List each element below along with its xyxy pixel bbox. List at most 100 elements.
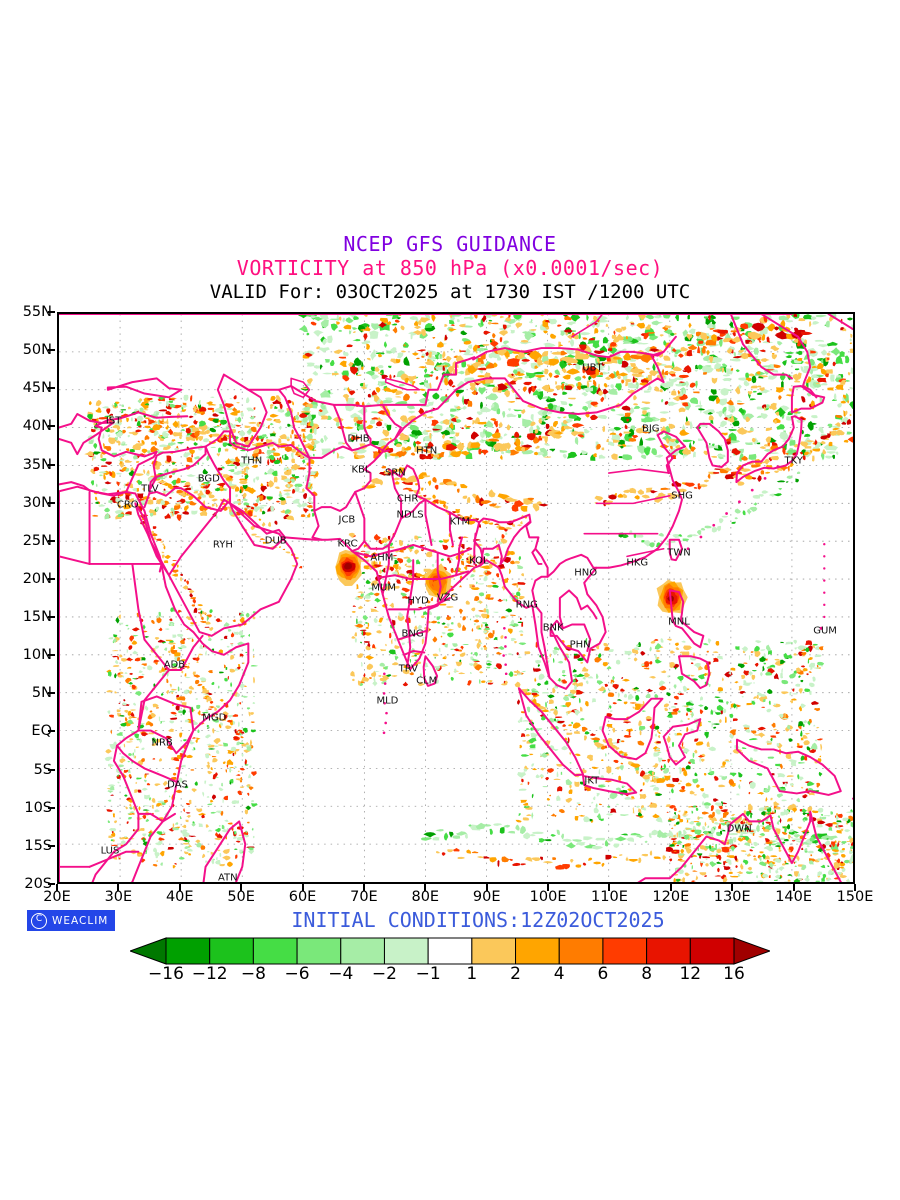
y-tick-label: 50N (22, 342, 52, 359)
colorbar-tick-label: 4 (553, 964, 565, 984)
x-tick-mark (547, 884, 550, 891)
x-tick-mark (792, 884, 795, 891)
colorbar-tick-label: 16 (723, 964, 745, 984)
colorbar-swatch (340, 937, 385, 965)
colorbar-tick-label: −8 (240, 964, 266, 984)
y-tick-mark (48, 692, 55, 695)
y-tick-label: 15N (22, 609, 52, 626)
x-axis: 20E 30E 40E 50E 60E 70E 80E 90E 100E 110E 120E 130E… (43, 884, 873, 910)
colorbar-swatch (471, 937, 517, 965)
colorbar-swatch (209, 937, 254, 965)
y-tick-label: 5N (31, 685, 52, 702)
y-tick-label: 45N (22, 380, 52, 397)
colorbar-over-arrow (733, 937, 770, 965)
footer-row: C WEACLIM INITIAL CONDITIONS:12Z02OCT202… (0, 908, 900, 936)
x-tick-label: 80E (411, 889, 440, 905)
vorticity-map-canvas (59, 314, 853, 882)
y-tick-mark (48, 577, 55, 580)
colorbar-tick-label: −16 (148, 964, 184, 984)
x-tick-mark (485, 884, 488, 891)
x-tick-mark (362, 884, 365, 891)
graticule (59, 314, 853, 882)
y-tick-mark (48, 501, 55, 504)
weaclim-logo-text: WEACLIM (52, 914, 109, 927)
y-tick-mark (48, 768, 55, 771)
y-tick-label: 30N (22, 494, 52, 511)
x-tick-mark (608, 884, 611, 891)
x-tick-mark (731, 884, 734, 891)
y-tick-label: 40N (22, 418, 52, 435)
x-tick-label: 130E (713, 889, 751, 905)
colorbar-tick-label: −4 (328, 964, 354, 984)
x-tick-mark (424, 884, 427, 891)
colorbar-swatch (427, 937, 473, 965)
colorbar-swatch (383, 937, 429, 965)
x-tick-label: 150E (836, 889, 874, 905)
map-plot-area[interactable]: IST THN BGD TLV CRO RYH DUB KBL DHB HTN SRN CHR JCB N… (57, 312, 855, 884)
colorbar-swatch (296, 937, 342, 965)
colorbar-swatch (515, 937, 560, 965)
y-tick-label: 10N (22, 647, 52, 664)
x-tick-label: 90E (472, 889, 501, 905)
x-tick-label: 140E (775, 889, 813, 905)
y-tick-label: 35N (22, 456, 52, 473)
x-tick-mark (178, 884, 181, 891)
y-tick-mark (48, 463, 55, 466)
colorbar-tick-labels: −16 −12 −8 −6 −4 −2 −1 1 2 4 6 8 12 16 (130, 964, 770, 988)
chart-title-block: NCEP GFS GUIDANCE VORTICITY at 850 hPa (… (0, 232, 900, 304)
colorbar: −16 −12 −8 −6 −4 −2 −1 1 2 4 6 8 12 16 (130, 937, 770, 989)
y-tick-mark (48, 616, 55, 619)
chart-subtitle: VORTICITY at 850 hPa (x0.0001/sec) (236, 256, 664, 280)
x-tick-mark (240, 884, 243, 891)
colorbar-swatch (252, 937, 298, 965)
x-tick-mark (301, 884, 304, 891)
x-tick-mark (117, 884, 120, 891)
vorticity-field (84, 314, 853, 882)
x-tick-label: 60E (288, 889, 317, 905)
colorbar-swatch (558, 937, 604, 965)
y-tick-label: 20S (24, 876, 52, 892)
x-tick-label: 30E (104, 889, 133, 905)
y-tick-label: 55N (22, 304, 52, 320)
colorbar-tick-label: −12 (191, 964, 228, 984)
colorbar-tick-label: 12 (679, 964, 702, 984)
x-tick-mark (56, 884, 58, 891)
coastlines-and-borders (59, 314, 853, 882)
x-tick-label: 40E (165, 889, 194, 905)
y-tick-mark (48, 883, 55, 885)
x-tick-mark (854, 884, 856, 891)
y-tick-mark (48, 539, 55, 542)
y-tick-label: 20N (22, 570, 52, 587)
valid-time-label: VALID For: 03OCT2025 at 1730 IST /1200 U… (209, 281, 691, 303)
y-tick-label: 5S (33, 761, 52, 778)
y-tick-label: 10S (24, 799, 52, 816)
colorbar-swatch (646, 937, 691, 965)
colorbar-tick-label: −1 (415, 964, 441, 984)
colorbar-tick-label: −6 (284, 964, 310, 984)
y-tick-mark (48, 387, 55, 390)
colorbar-swatch (165, 937, 211, 965)
colorbar-tick-label: −2 (371, 964, 397, 984)
y-tick-mark (48, 425, 55, 428)
y-tick-mark (48, 730, 55, 733)
y-tick-label: 25N (22, 532, 52, 549)
x-tick-label: 110E (591, 889, 628, 905)
y-axis: 55N 50N 45N 40N 35N 30N 25N 20N 15N 10N 5N EQ 5S 10S 1… (0, 304, 55, 892)
colorbar-swatch (689, 937, 735, 965)
colorbar-tick-label: 6 (597, 964, 609, 984)
weaclim-logo: C WEACLIM (27, 910, 115, 931)
page-title: NCEP GFS GUIDANCE (343, 232, 557, 256)
y-tick-label: 15S (24, 837, 52, 854)
copyright-icon: C (31, 912, 47, 929)
colorbar-tick-label: 8 (641, 964, 653, 984)
y-tick-mark (48, 844, 55, 847)
x-tick-label: 70E (350, 889, 378, 905)
x-tick-label: 100E (529, 889, 567, 905)
x-tick-label: 20E (43, 889, 71, 905)
x-tick-label: 50E (227, 889, 255, 905)
y-tick-mark (48, 806, 55, 809)
colorbar-tick-label: 1 (466, 964, 478, 984)
colorbar-swatch (602, 937, 648, 965)
colorbar-swatches (130, 937, 770, 965)
